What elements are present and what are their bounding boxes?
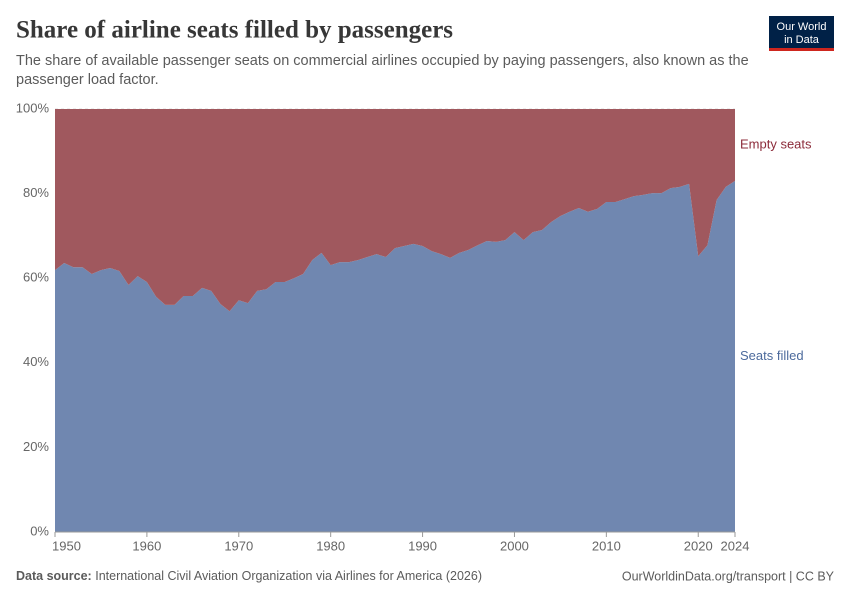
x-tick-label: 2024 bbox=[721, 538, 750, 553]
logo-box[interactable] bbox=[769, 16, 834, 50]
logo[interactable]: Our World in Data bbox=[769, 16, 834, 51]
x-tick-label: 2000 bbox=[500, 538, 529, 553]
logo-text[interactable]: in Data bbox=[784, 34, 820, 46]
y-tick-label: 0% bbox=[30, 523, 49, 538]
subtitle: The share of available passenger seats o… bbox=[16, 53, 749, 69]
source-label: Data source: bbox=[16, 569, 92, 583]
y-tick-label: 20% bbox=[23, 439, 49, 454]
area bbox=[55, 180, 735, 532]
logo-bar[interactable] bbox=[769, 48, 834, 51]
y-tick-label: 60% bbox=[23, 270, 49, 285]
x-tick-label: 1990 bbox=[408, 538, 437, 553]
x-tick-label: 1980 bbox=[316, 538, 345, 553]
x-tick-label: 2010 bbox=[592, 538, 621, 553]
logo-text[interactable]: Our World bbox=[777, 21, 827, 33]
y-tick-label: 100% bbox=[16, 100, 50, 115]
x-tick-label: 2020 bbox=[684, 538, 713, 553]
source[interactable]: International Civil Aviation Organizatio… bbox=[95, 569, 482, 583]
series-label: Seats filled bbox=[740, 348, 804, 363]
y-tick-label: 80% bbox=[23, 185, 49, 200]
series-label: Empty seats bbox=[740, 136, 812, 151]
x-tick-label: 1950 bbox=[52, 538, 81, 553]
chart-title: Share of airline seats filled by passeng… bbox=[16, 17, 453, 44]
subtitle: passenger load factor. bbox=[16, 72, 159, 88]
footer-link[interactable]: OurWorldinData.org/transport | CC BY bbox=[622, 569, 835, 583]
x-tick-label: 1970 bbox=[224, 538, 253, 553]
x-tick-label: 1960 bbox=[132, 538, 161, 553]
y-tick-label: 40% bbox=[23, 354, 49, 369]
footer-source: Data source: International Civil Aviatio… bbox=[16, 569, 482, 583]
area bbox=[55, 109, 735, 312]
plot: 0% 20% 40% 60% 80% 100% Seats filled Empty seat… bbox=[16, 100, 812, 553]
